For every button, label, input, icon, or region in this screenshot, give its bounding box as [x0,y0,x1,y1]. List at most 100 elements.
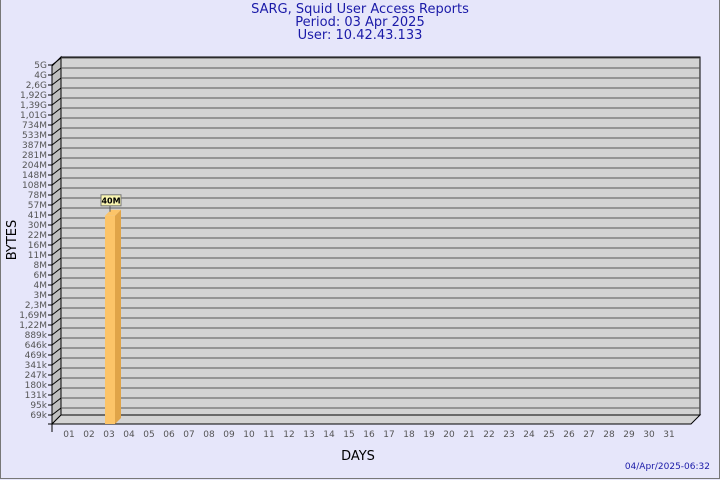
y-tick-diagonal [51,337,62,346]
x-tick-label: 12 [283,430,294,440]
y-tick-diagonal [51,87,62,96]
y-tick-diagonal [51,297,62,306]
y-tick-diagonal [51,107,62,116]
y-tick-label: 533M [22,131,47,141]
y-tick-diagonal [51,147,62,156]
y-tick-label: 78M [28,191,47,201]
y-tick-diagonal [51,357,62,366]
y-tick-label: 387M [22,141,47,151]
x-tick-label: 14 [323,430,335,440]
y-tick-diagonal [51,247,62,256]
y-tick-diagonal [51,327,62,336]
y-tick-label: 131k [25,391,48,401]
x-tick-label: 21 [463,430,474,440]
data-label: 40M [101,196,120,205]
y-tick-diagonal [51,117,62,126]
x-tick-label: 18 [403,430,415,440]
bar-top [105,209,121,216]
y-tick-label: 204M [22,161,47,171]
x-tick-label: 23 [503,430,514,440]
y-tick-diagonal [51,407,62,416]
y-tick-diagonal [51,367,62,376]
y-tick-label: 5G [34,61,47,71]
y-tick-diagonal [51,307,62,316]
y-tick-label: 2,3M [25,301,47,311]
y-tick-label: 1,39G [20,101,47,111]
x-tick-label: 13 [303,430,314,440]
x-tick-label: 27 [583,430,594,440]
y-tick-label: 341k [25,361,48,371]
x-tick-label: 29 [623,430,635,440]
plot-floor [50,414,702,425]
y-tick-label: 281M [22,151,47,161]
y-tick-diagonal [51,287,62,296]
x-tick-label: 24 [523,430,535,440]
y-tick-diagonal [51,167,62,176]
y-tick-diagonal [51,137,62,146]
x-tick-label: 20 [443,430,455,440]
y-tick-label: 889k [25,331,48,341]
y-tick-diagonal [51,67,62,76]
x-tick-label: 25 [543,430,554,440]
x-tick-label: 05 [143,430,154,440]
y-tick-diagonal [51,197,62,206]
y-tick-diagonal [51,237,62,246]
y-tick-label: 148M [22,171,47,181]
y-tick-label: 57M [28,201,47,211]
x-tick-label: 28 [603,430,615,440]
y-tick-diagonal [51,207,62,216]
bar-side [115,209,121,424]
y-tick-label: 1,92G [20,91,47,101]
y-tick-label: 646k [25,341,48,351]
bar [105,215,115,424]
y-tick-label: 41M [28,211,47,221]
y-tick-diagonal [51,267,62,276]
y-tick-label: 180k [25,381,48,391]
y-axis-title: BYTES [5,220,20,261]
y-tick-label: 469k [25,351,48,361]
x-tick-label: 11 [263,430,274,440]
y-tick-diagonal [51,257,62,266]
chart-title: SARG, Squid User Access Reports [251,2,469,17]
y-tick-label: 95k [30,401,47,411]
x-tick-label: 22 [483,430,494,440]
x-tick-label: 08 [203,430,215,440]
x-tick-label: 02 [83,430,94,440]
y-tick-diagonal [51,277,62,286]
y-tick-diagonal [51,217,62,226]
x-tick-label: 15 [343,430,354,440]
y-tick-label: 734M [22,121,47,131]
y-tick-label: 6M [34,271,48,281]
x-tick-label: 01 [63,430,74,440]
x-tick-label: 30 [643,430,655,440]
generated-timestamp: 04/Apr/2025-06:32 [624,462,710,472]
x-tick-label: 19 [423,430,435,440]
data-label-box [100,194,122,207]
y-tick-label: 11M [28,251,47,261]
y-tick-label: 8M [34,261,48,271]
x-tick-label: 06 [163,430,175,440]
y-tick-label: 16M [28,241,47,251]
y-tick-diagonal [51,187,62,196]
y-tick-label: 4M [34,281,48,291]
plot-back-wall [60,56,701,416]
y-tick-label: 108M [22,181,47,191]
x-tick-label: 07 [183,430,194,440]
x-tick-label: 26 [563,430,575,440]
y-tick-diagonal [51,77,62,86]
y-tick-diagonal [51,177,62,186]
x-tick-label: 03 [103,430,114,440]
x-tick-label: 04 [123,430,135,440]
y-tick-label: 1,69M [19,311,47,321]
y-tick-diagonal [51,157,62,166]
y-tick-label: 2,6G [26,81,47,91]
y-tick-label: 247k [25,371,48,381]
x-axis-title: DAYS [341,449,375,464]
x-tick-label: 17 [383,430,394,440]
y-tick-diagonal [51,127,62,136]
y-tick-label: 30M [28,221,47,231]
y-tick-diagonal [51,377,62,386]
y-tick-diagonal [51,97,62,106]
y-tick-diagonal [51,227,62,236]
